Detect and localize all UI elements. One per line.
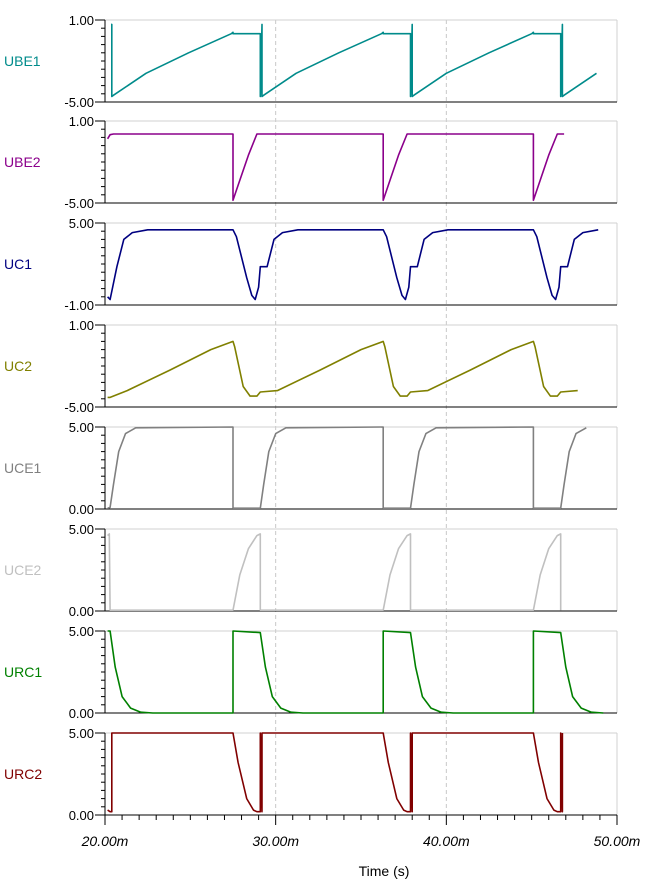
y-tick-label: 0.00 xyxy=(69,604,94,619)
x-tick-label: 40.00m xyxy=(423,833,470,849)
y-tick-label: 5.00 xyxy=(69,624,94,639)
series-label: UBE2 xyxy=(4,154,41,170)
panel-urc2: 5.00 0.00 URC2 xyxy=(4,726,618,823)
panel-urc1: 5.00 0.00 URC1 xyxy=(4,624,618,721)
y-tick-label: 0.00 xyxy=(69,502,94,517)
y-tick-label: -5.00 xyxy=(64,95,94,110)
series-label: URC1 xyxy=(4,664,42,680)
series-label: UC2 xyxy=(4,358,32,374)
series-label: UBE1 xyxy=(4,53,41,69)
y-tick-label: 5.00 xyxy=(69,420,94,435)
y-tick-label: 1.00 xyxy=(69,318,94,333)
y-tick-label: 1.00 xyxy=(69,13,94,28)
series-line-urc1 xyxy=(107,630,604,714)
series-line-uce1 xyxy=(107,426,587,509)
y-tick-label: 1.00 xyxy=(69,114,94,129)
panels-group: 1.00 -5.00 UBE1 1.00 -5.00 UBE2 5.00 -1.00 UC1 1.… xyxy=(4,13,618,823)
series-line-uc1 xyxy=(107,229,599,301)
series-line-uc2 xyxy=(107,340,578,399)
panel-ube2: 1.00 -5.00 UBE2 xyxy=(4,114,618,211)
series-label: URC2 xyxy=(4,766,42,782)
panel-ube1: 1.00 -5.00 UBE1 xyxy=(4,13,618,110)
series-label: UCE1 xyxy=(4,460,42,476)
x-axis-label: Time (s) xyxy=(359,863,410,879)
series-label: UCE2 xyxy=(4,562,42,578)
y-tick-label: -5.00 xyxy=(64,196,94,211)
x-tick-label: 20.00m xyxy=(81,833,129,849)
series-line-ube2 xyxy=(106,133,565,202)
y-tick-label: 5.00 xyxy=(69,216,94,231)
x-tick-label: 30.00m xyxy=(252,833,299,849)
panel-uc1: 5.00 -1.00 UC1 xyxy=(4,216,618,313)
y-tick-label: 0.00 xyxy=(69,808,94,823)
y-tick-label: 0.00 xyxy=(69,706,94,721)
panel-uc2: 1.00 -5.00 UC2 xyxy=(4,318,618,415)
series-line-ube1 xyxy=(111,23,597,98)
y-tick-label: -5.00 xyxy=(64,400,94,415)
x-axis: 20.00m 30.00m 40.00m 50.00m xyxy=(81,814,641,849)
y-tick-label: 5.00 xyxy=(69,522,94,537)
x-tick-label: 50.00m xyxy=(594,833,641,849)
panel-uce1: 5.00 0.00 UCE1 xyxy=(4,420,618,517)
series-label: UC1 xyxy=(4,256,32,272)
series-line-urc2 xyxy=(107,732,564,813)
panel-uce2: 5.00 0.00 UCE2 xyxy=(4,522,618,619)
y-tick-label: 5.00 xyxy=(69,726,94,741)
series-line-uce2 xyxy=(107,533,562,611)
y-tick-label: -1.00 xyxy=(64,298,94,313)
